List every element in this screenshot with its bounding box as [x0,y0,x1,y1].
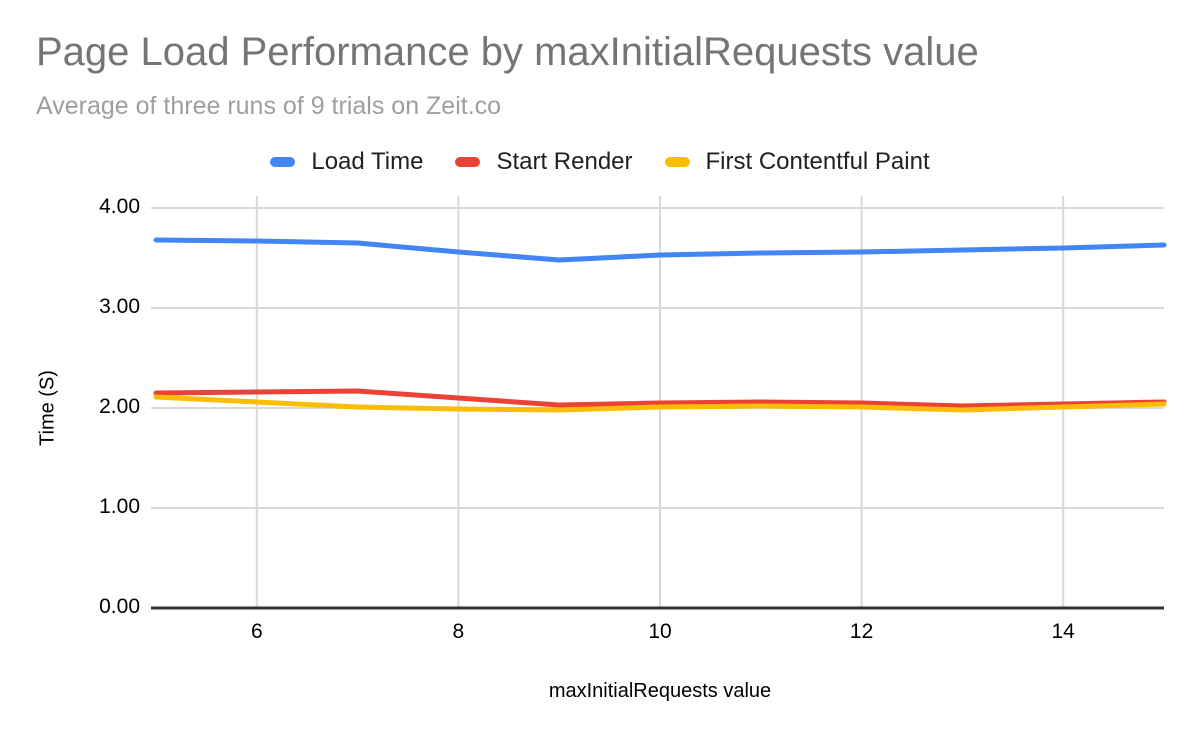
legend-label-load-time: Load Time [311,148,424,175]
chart-title: Page Load Performance by maxInitialReque… [36,30,979,74]
legend-swatch-start-render [455,157,481,167]
y-tick-label: 3.00 [99,295,140,318]
series-line-start-render [153,388,1167,409]
x-tick-label: 12 [849,620,874,643]
y-axis-title: Time (S) [36,370,59,446]
legend-label-start-render: Start Render [496,148,633,175]
series-line-load-time [153,237,1167,263]
y-tick-label: 1.00 [99,495,140,518]
legend-swatch-first-contentful-paint [664,157,690,167]
y-tick-label: 2.00 [99,395,140,418]
x-tick-label: 14 [1051,620,1075,643]
legend-label-first-contentful-paint: First Contentful Paint [705,148,930,175]
legend-item-first-contentful-paint: First Contentful Paint [664,148,930,176]
legend: Load Time Start Render First Contentful … [0,146,1200,178]
series-line-first-contentful-paint [153,394,1167,413]
x-tick-label: 8 [452,620,465,643]
y-tick-label: 0.00 [99,595,140,618]
y-tick-label: 4.00 [99,195,140,218]
legend-item-start-render: Start Render [455,148,633,176]
legend-item-load-time: Load Time [270,148,423,176]
x-tick-label: 6 [250,620,263,643]
legend-swatch-load-time [270,157,296,167]
chart-subtitle: Average of three runs of 9 trials on Zei… [36,92,502,120]
x-axis-title: maxInitialRequests value [548,680,772,702]
x-tick-label: 10 [648,620,672,643]
